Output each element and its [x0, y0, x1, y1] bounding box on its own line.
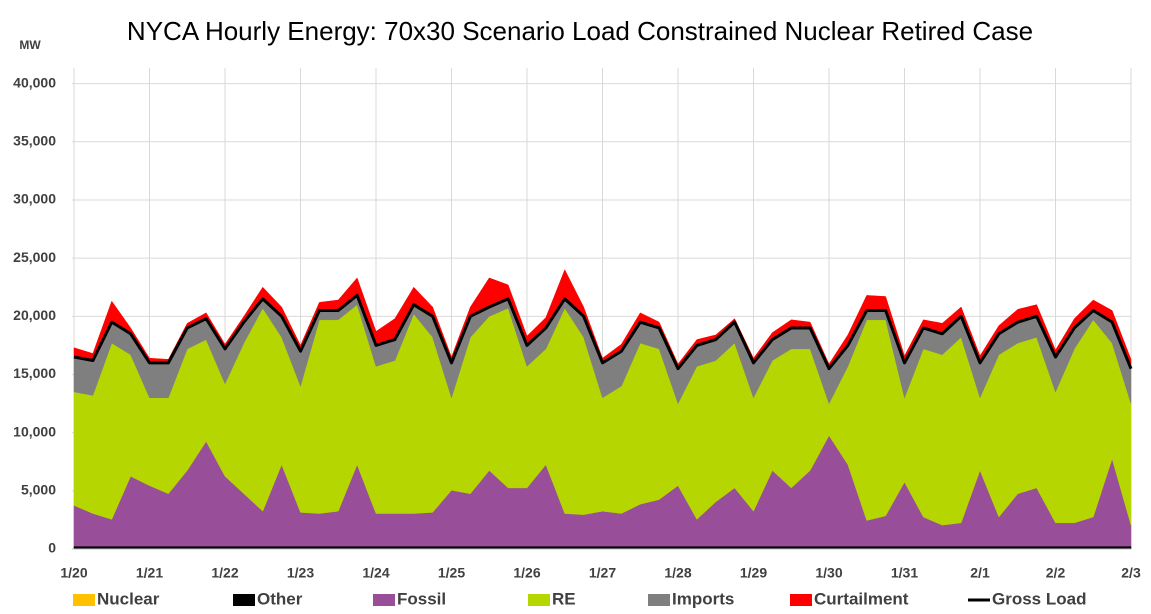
x-tick-label: 1/21 [136, 565, 163, 581]
legend-label: RE [552, 589, 576, 608]
y-tick-label: 10,000 [13, 423, 56, 439]
legend-swatch [790, 594, 812, 606]
x-tick-label: 1/23 [287, 565, 314, 581]
legend-label: Imports [672, 589, 734, 608]
x-tick-label: 1/29 [740, 565, 767, 581]
y-tick-label: 25,000 [13, 249, 56, 265]
legend-label: Fossil [397, 589, 446, 608]
y-tick-label: 40,000 [13, 74, 56, 90]
y-tick-label: 30,000 [13, 191, 56, 207]
y-tick-label: 5,000 [21, 482, 56, 498]
x-tick-label: 1/24 [362, 565, 389, 581]
y-tick-label: 15,000 [13, 365, 56, 381]
x-tick-label: 2/2 [1046, 565, 1066, 581]
y-tick-label: 20,000 [13, 307, 56, 323]
x-tick-label: 1/27 [589, 565, 616, 581]
x-tick-label: 1/28 [664, 565, 691, 581]
x-tick-label: 1/22 [211, 565, 238, 581]
legend-swatch [648, 594, 670, 606]
x-tick-label: 1/31 [891, 565, 918, 581]
gross-load-line [73, 293, 1133, 371]
legend-label: Curtailment [814, 589, 909, 608]
y-tick-label: 0 [48, 540, 56, 556]
legend-swatch [73, 594, 95, 606]
chart-title: NYCA Hourly Energy: 70x30 Scenario Load … [127, 16, 1033, 46]
x-tick-label: 1/20 [60, 565, 87, 581]
legend-swatch [373, 594, 395, 606]
legend-label: Other [257, 589, 303, 608]
x-tick-label: 1/26 [513, 565, 540, 581]
legend-label: Nuclear [97, 589, 160, 608]
y-tick-label: 35,000 [13, 133, 56, 149]
x-tick-label: 1/25 [438, 565, 465, 581]
legend-swatch [528, 594, 550, 606]
legend-label: Gross Load [992, 589, 1086, 608]
legend-swatch [233, 594, 255, 606]
x-tick-label: 2/3 [1121, 565, 1141, 581]
x-tick-label: 2/1 [970, 565, 990, 581]
x-tick-label: 1/30 [815, 565, 842, 581]
y-axis-label: MW [19, 38, 41, 52]
